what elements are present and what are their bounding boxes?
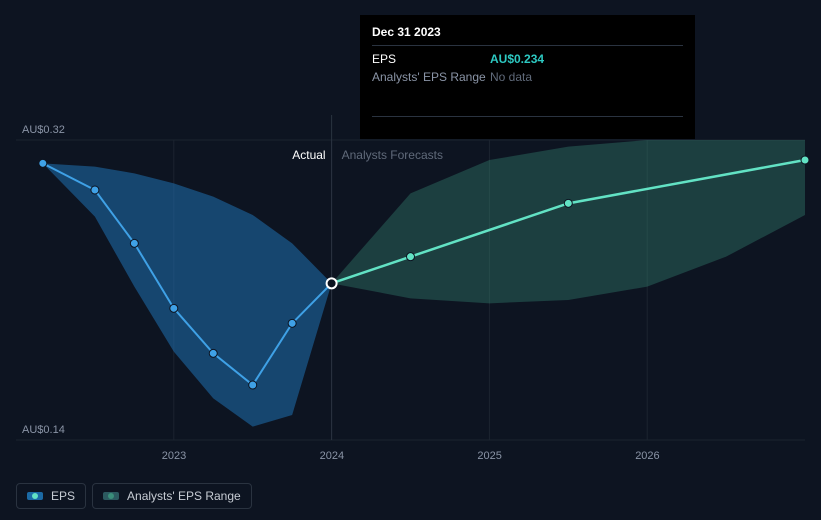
x-axis-label: 2026 [635,450,659,462]
tooltip-date: Dec 31 2023 [372,25,683,39]
y-axis-label-max: AU$0.32 [22,124,65,136]
chart-tooltip: Dec 31 2023 EPS AU$0.234 Analysts' EPS R… [360,15,695,139]
tooltip-eps-label: EPS [372,52,490,70]
legend-label: Analysts' EPS Range [127,489,241,503]
legend-swatch [103,492,119,500]
tooltip-eps-value: AU$0.234 [490,52,544,70]
y-axis-label-min: AU$0.14 [22,424,65,436]
tooltip-divider [372,45,683,46]
tooltip-range-value: No data [490,70,532,88]
x-axis-label: 2025 [477,450,501,462]
legend-item[interactable]: Analysts' EPS Range [92,483,252,509]
region-label-forecast: Analysts Forecasts [342,148,443,162]
tooltip-bottom-divider [372,116,683,117]
x-axis-label: 2024 [320,450,344,462]
x-axis-label: 2023 [162,450,186,462]
region-label-actual: Actual [292,148,325,162]
legend-item[interactable]: EPS [16,483,86,509]
tooltip-range-label: Analysts' EPS Range [372,70,490,88]
legend-swatch [27,492,43,500]
legend-label: EPS [51,489,75,503]
chart-legend: EPS Analysts' EPS Range [16,483,252,509]
